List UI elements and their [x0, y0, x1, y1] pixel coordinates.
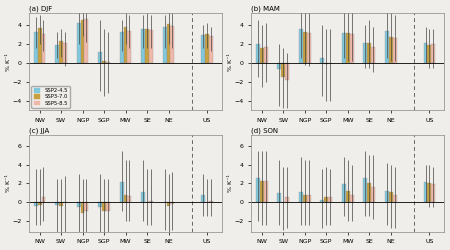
Bar	[77, 23, 81, 63]
Bar	[256, 44, 260, 63]
Bar	[371, 187, 375, 202]
Bar	[41, 34, 45, 63]
Bar	[141, 30, 145, 63]
Bar	[256, 178, 260, 202]
Bar	[260, 48, 264, 63]
Bar	[428, 45, 432, 63]
Bar	[38, 28, 41, 63]
Bar	[59, 202, 63, 206]
Bar	[278, 63, 281, 70]
Y-axis label: % K⁻¹: % K⁻¹	[228, 53, 233, 71]
Bar	[171, 202, 174, 204]
Bar	[307, 196, 310, 202]
Bar	[328, 197, 332, 202]
Bar	[285, 63, 289, 80]
Bar	[264, 46, 268, 63]
Bar	[423, 182, 428, 202]
Bar	[350, 194, 354, 202]
Bar	[209, 201, 213, 202]
Bar	[202, 194, 205, 202]
Bar	[278, 193, 281, 202]
Bar	[205, 34, 209, 63]
Legend: SSP2-4.5, SSP3-7.0, SSP5-8.5: SSP2-4.5, SSP3-7.0, SSP5-8.5	[32, 86, 70, 108]
Bar	[102, 202, 106, 211]
Bar	[393, 194, 396, 202]
Bar	[285, 197, 289, 202]
Bar	[364, 43, 367, 63]
Bar	[428, 183, 432, 202]
Bar	[299, 28, 303, 63]
Bar	[320, 200, 324, 202]
Bar	[102, 61, 106, 63]
Bar	[320, 58, 324, 63]
Bar	[264, 182, 268, 202]
Bar	[432, 44, 435, 63]
Bar	[350, 34, 354, 63]
Bar	[385, 191, 389, 202]
Bar	[98, 52, 102, 63]
Bar	[393, 38, 396, 63]
Bar	[145, 30, 149, 63]
Bar	[34, 202, 38, 206]
Y-axis label: % K⁻¹: % K⁻¹	[5, 53, 10, 71]
Bar	[342, 33, 346, 63]
Bar	[367, 183, 371, 202]
Bar	[55, 202, 59, 205]
Bar	[371, 46, 375, 63]
Bar	[166, 24, 171, 63]
Bar	[81, 20, 85, 63]
Bar	[367, 43, 371, 63]
Bar	[85, 202, 88, 211]
Text: (b) MAM: (b) MAM	[251, 6, 280, 12]
Bar	[59, 41, 63, 63]
Bar	[342, 184, 346, 202]
Bar	[85, 19, 88, 63]
Bar	[324, 63, 328, 64]
Text: (d) SON: (d) SON	[251, 127, 278, 134]
Bar	[385, 32, 389, 63]
Bar	[41, 197, 45, 202]
Bar	[63, 43, 67, 63]
Bar	[260, 182, 264, 202]
Y-axis label: % K⁻¹: % K⁻¹	[228, 174, 233, 192]
Bar	[106, 202, 110, 211]
Bar	[423, 43, 428, 63]
Bar	[299, 192, 303, 202]
Bar	[149, 201, 153, 202]
Bar	[124, 194, 127, 202]
Text: (c) JJA: (c) JJA	[29, 127, 49, 134]
Bar	[209, 36, 213, 63]
Bar	[106, 62, 110, 63]
Bar	[127, 32, 131, 63]
Bar	[346, 191, 350, 202]
Bar	[166, 202, 171, 206]
Bar	[98, 202, 102, 207]
Bar	[163, 27, 166, 63]
Bar	[55, 45, 59, 63]
Y-axis label: % K⁻¹: % K⁻¹	[5, 174, 10, 192]
Bar	[364, 178, 367, 202]
Bar	[149, 30, 153, 63]
Bar	[281, 63, 285, 77]
Bar	[124, 27, 127, 63]
Bar	[120, 32, 124, 63]
Bar	[171, 26, 174, 63]
Text: (a) DJF: (a) DJF	[29, 6, 52, 12]
Bar	[34, 32, 38, 63]
Bar	[120, 182, 124, 202]
Bar	[432, 184, 435, 202]
Bar	[38, 202, 41, 205]
Bar	[389, 192, 393, 202]
Bar	[141, 192, 145, 202]
Bar	[389, 37, 393, 63]
Bar	[77, 202, 81, 207]
Bar	[127, 196, 131, 202]
Bar	[202, 35, 205, 63]
Bar	[307, 33, 310, 63]
Bar	[346, 33, 350, 63]
Bar	[303, 194, 307, 202]
Bar	[324, 197, 328, 202]
Bar	[81, 202, 85, 213]
Bar	[303, 32, 307, 63]
